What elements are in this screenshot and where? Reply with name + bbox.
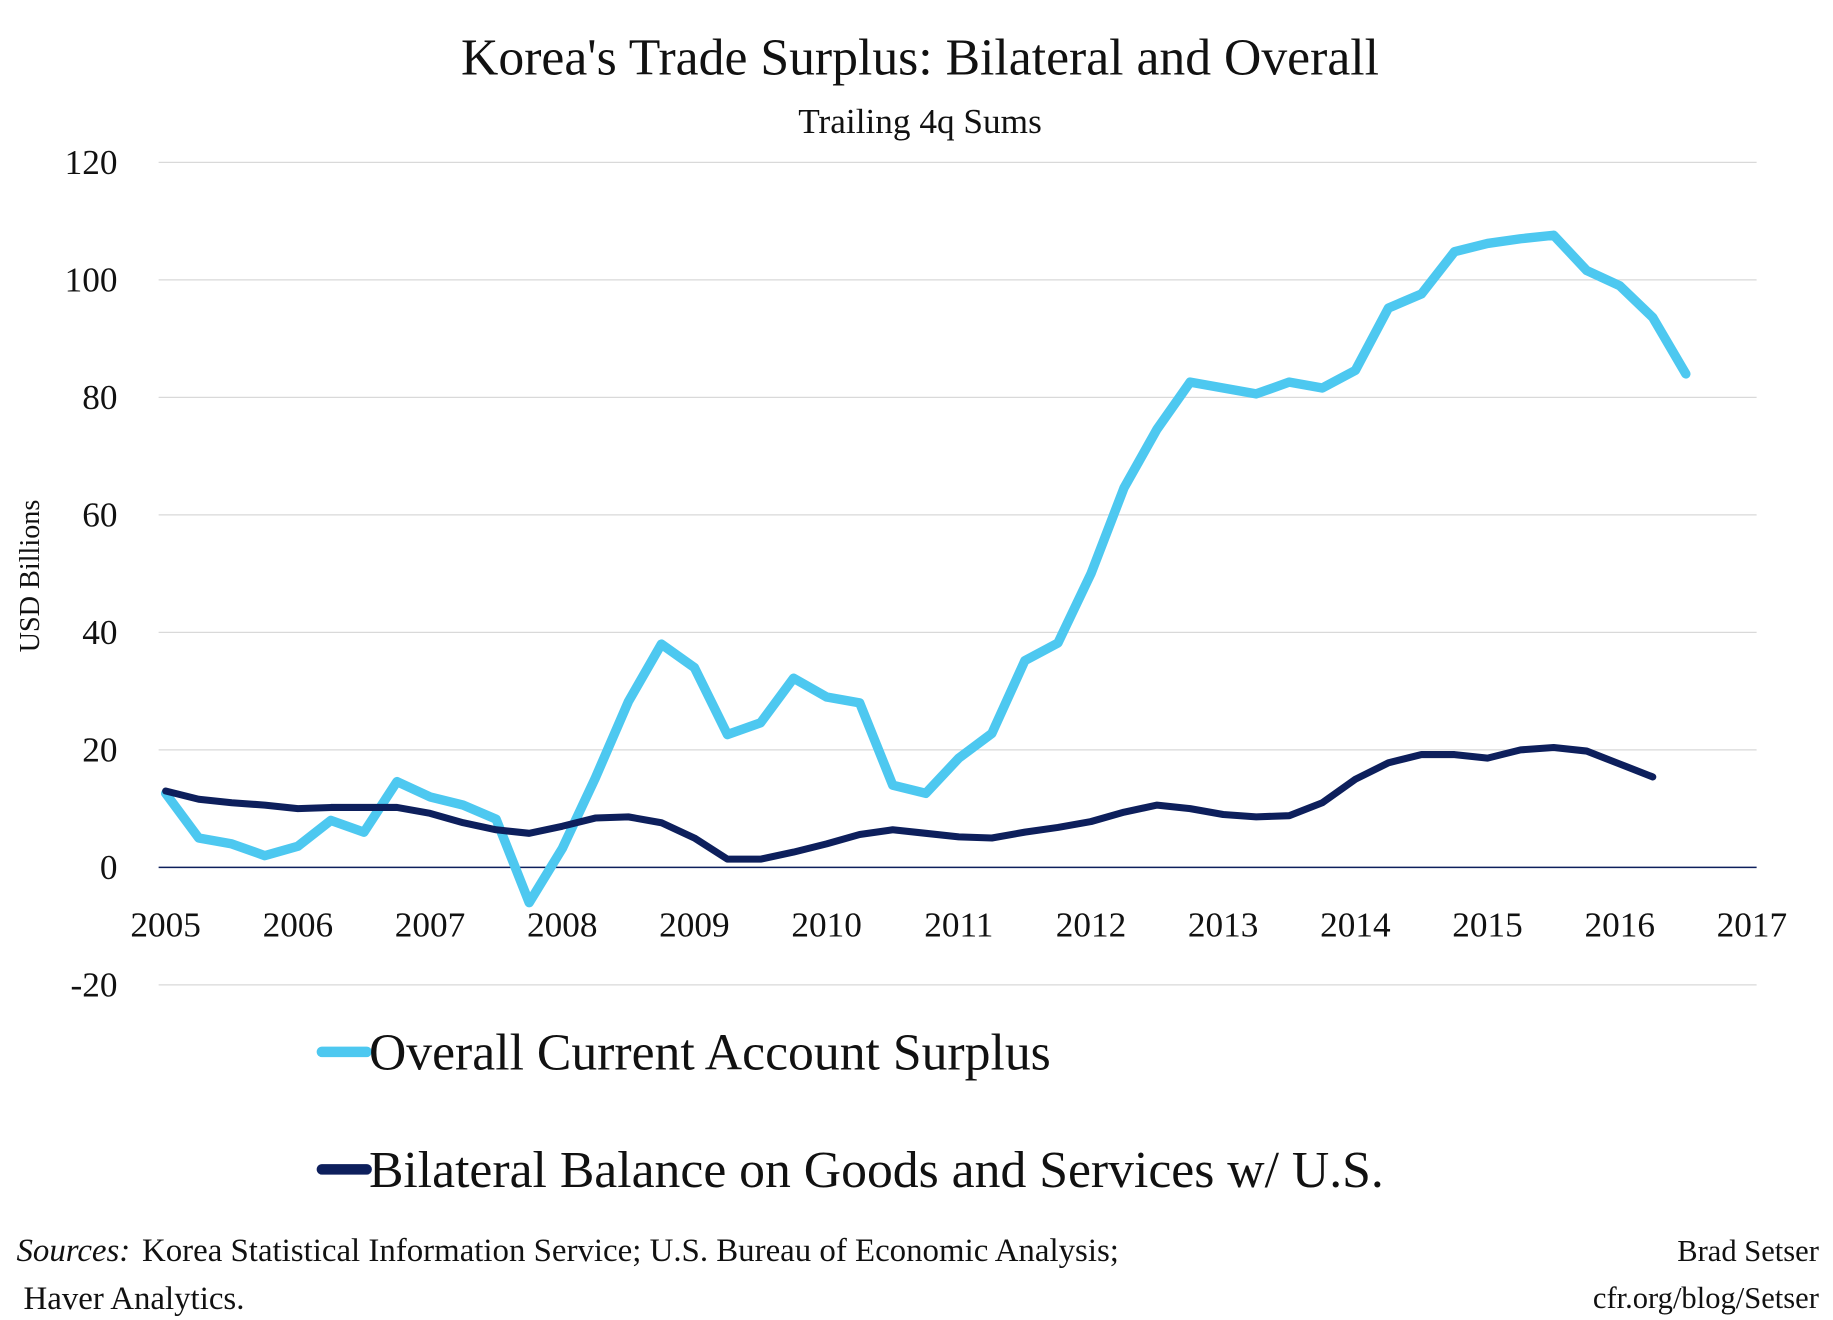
- legend-item-overall: Overall Current Account Surplus: [316, 1024, 1051, 1081]
- chart-subtitle: Trailing 4q Sums: [798, 102, 1042, 141]
- x-tick-label: 2016: [1584, 906, 1655, 945]
- chart-title: Korea's Trade Surplus: Bilateral and Ove…: [461, 29, 1379, 86]
- legend-label-overall: Overall Current Account Surplus: [369, 1024, 1051, 1081]
- series-line-bilateral: [162, 744, 1657, 863]
- y-tick-label: 120: [65, 143, 118, 182]
- legend: Overall Current Account Surplus Bilatera…: [316, 1024, 1384, 1199]
- x-tick-label: 2014: [1320, 906, 1391, 945]
- x-tick-label: 2007: [395, 906, 466, 945]
- x-tick-label: 2012: [1056, 906, 1127, 945]
- sources-text-1: Korea Statistical Information Service; U…: [142, 1233, 1119, 1269]
- x-tick-label: 2009: [659, 906, 730, 945]
- legend-label-bilateral: Bilateral Balance on Goods and Services …: [369, 1142, 1384, 1199]
- y-tick-label: 40: [82, 613, 117, 652]
- y-tick-label: 20: [82, 731, 117, 770]
- author: Brad Setser: [1677, 1234, 1819, 1268]
- x-tick-label: 2005: [130, 906, 201, 945]
- x-tick-label: 2010: [791, 906, 862, 945]
- y-tick-label: 0: [100, 848, 118, 887]
- sources-label: Sources:: [16, 1233, 130, 1269]
- y-tick-label: 80: [82, 378, 117, 417]
- y-tick-label: -20: [70, 966, 117, 1005]
- site: cfr.org/blog/Setser: [1593, 1281, 1819, 1315]
- x-tick-label: 2008: [527, 906, 598, 945]
- x-tick-label: 2013: [1188, 906, 1259, 945]
- x-tick-label: 2015: [1452, 906, 1523, 945]
- legend-item-bilateral: Bilateral Balance on Goods and Services …: [316, 1142, 1384, 1199]
- sources-line-2: Haver Analytics.: [24, 1281, 245, 1317]
- series-line-overall: [160, 230, 1691, 908]
- y-tick-label: 100: [65, 261, 118, 300]
- x-tick-label: 2006: [263, 906, 334, 945]
- x-tick-label: 2017: [1717, 906, 1788, 945]
- x-tick-label: 2011: [924, 906, 993, 945]
- y-axis-label: USD Billions: [15, 500, 46, 653]
- sources-line-1: Sources: Korea Statistical Information Se…: [16, 1233, 1118, 1269]
- y-tick-label: 60: [82, 496, 117, 535]
